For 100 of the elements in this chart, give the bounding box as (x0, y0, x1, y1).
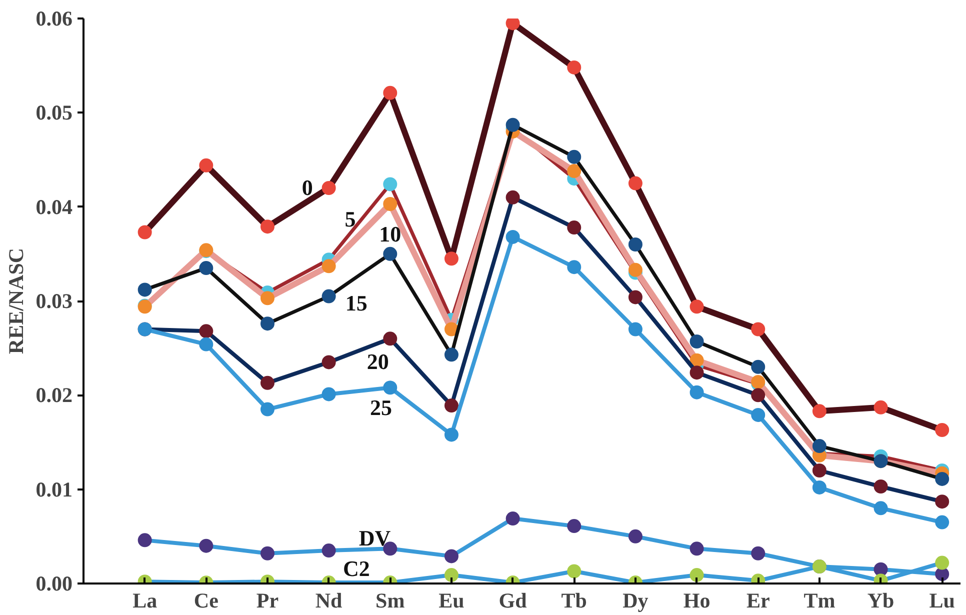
point (260, 402, 274, 416)
point (812, 439, 826, 454)
point (506, 118, 520, 132)
point (444, 549, 458, 564)
x-tick-label: Ho (683, 588, 710, 612)
point (690, 366, 704, 380)
series-label: DV (358, 526, 391, 551)
point (260, 376, 274, 390)
point (812, 404, 826, 418)
point (935, 556, 950, 570)
x-tick-label: Gd (498, 588, 528, 612)
y-tick-label: 0.06 (36, 6, 72, 30)
y-tick-label: 0.02 (36, 383, 72, 408)
point (567, 164, 582, 178)
point (935, 515, 950, 530)
point (444, 322, 458, 336)
point (199, 324, 214, 338)
y-axis-title: REE/NASC (4, 248, 28, 354)
point (751, 360, 766, 374)
point (322, 259, 336, 274)
point (690, 542, 704, 556)
point (751, 408, 766, 422)
point (322, 289, 336, 304)
point (138, 533, 152, 548)
point (138, 225, 152, 240)
point (628, 176, 642, 190)
point (690, 334, 704, 348)
point (874, 501, 888, 516)
point (260, 220, 274, 234)
point (506, 230, 520, 244)
point (506, 512, 520, 526)
point (567, 60, 582, 74)
point (874, 480, 888, 494)
point (935, 494, 950, 509)
point (322, 355, 336, 370)
point (567, 220, 582, 235)
point (322, 544, 336, 558)
y-tick-label: 0.05 (36, 100, 72, 125)
point (199, 261, 214, 276)
point (874, 562, 888, 576)
point (506, 18, 520, 30)
y-tick-label: 0.00 (36, 572, 72, 596)
point (138, 282, 152, 297)
point (628, 529, 642, 544)
point (690, 353, 704, 368)
x-tick-label: Dy (622, 588, 649, 612)
point (322, 387, 336, 402)
series-label: 20 (366, 348, 389, 374)
point (628, 262, 642, 277)
point (812, 480, 826, 494)
point (874, 400, 888, 414)
point (751, 322, 766, 336)
point (812, 464, 826, 478)
point (199, 337, 214, 352)
point (322, 181, 336, 195)
series-label: 25 (370, 395, 392, 420)
x-tick-label: La (132, 588, 158, 612)
x-tick-label: Lu (929, 588, 956, 612)
point (199, 538, 214, 553)
point (260, 291, 274, 306)
x-tick-label: Eu (438, 588, 465, 612)
x-tick-label: Er (746, 588, 770, 612)
y-tick-label: 0.01 (36, 477, 72, 502)
x-tick-label: Yb (867, 588, 894, 612)
point (444, 428, 458, 442)
point (567, 260, 582, 274)
point (383, 197, 398, 211)
point (935, 423, 950, 437)
point (506, 190, 520, 204)
point (444, 348, 458, 362)
x-tick-label: Tb (561, 588, 587, 612)
series-label: C2 (342, 556, 370, 582)
point (628, 238, 642, 252)
point (383, 332, 398, 346)
x-tick-label: Pr (256, 588, 279, 612)
point (567, 564, 582, 578)
x-tick-label: Tm (804, 588, 836, 612)
x-tick-label: Nd (315, 588, 343, 612)
x-tick-label: Ce (194, 588, 218, 612)
point (383, 177, 398, 192)
point (199, 158, 214, 172)
point (444, 568, 458, 582)
point (260, 316, 274, 331)
y-tick-label: 0.04 (36, 194, 73, 219)
point (628, 290, 642, 304)
series-label: 15 (345, 290, 368, 316)
point (751, 388, 766, 402)
point (383, 380, 398, 395)
x-tick-label: Sm (376, 588, 406, 612)
series-label: 5 (344, 206, 356, 232)
point (567, 150, 582, 164)
point (260, 546, 274, 560)
point (751, 546, 766, 560)
series-label: 0 (302, 175, 313, 200)
series-label: 10 (379, 222, 402, 247)
point (567, 519, 582, 534)
point (690, 568, 704, 582)
point (690, 300, 704, 314)
point (690, 385, 704, 400)
point (444, 398, 458, 413)
